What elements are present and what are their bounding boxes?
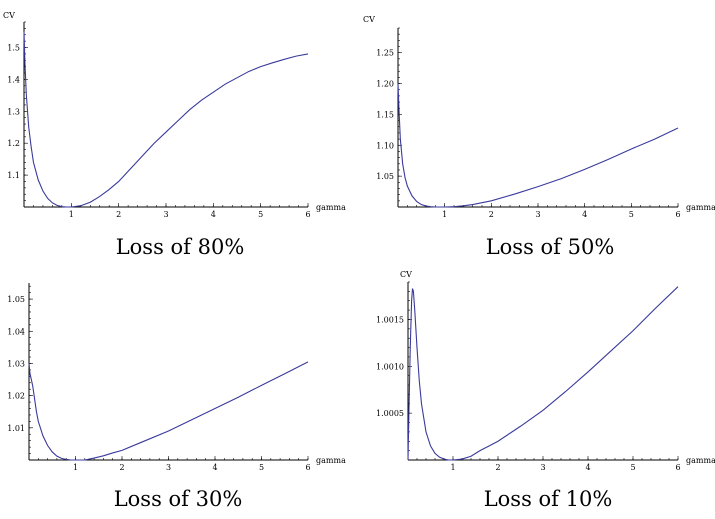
y-tick-label: 1.10 — [376, 141, 394, 150]
x-tick-label: 2 — [495, 463, 500, 472]
y-axis-title: CV — [363, 15, 375, 24]
series-line — [397, 83, 679, 208]
x-tick-label: 1 — [69, 210, 74, 219]
y-axis-title: CV — [3, 11, 15, 20]
x-tick-label: 4 — [212, 463, 217, 472]
y-tick-label: 1.1 — [7, 171, 20, 180]
panel-caption: Loss of 50% — [486, 235, 615, 259]
x-tick-label: 2 — [489, 210, 494, 219]
panel-caption: Loss of 80% — [116, 235, 245, 259]
y-tick-label: 1.03 — [7, 359, 25, 368]
x-tick-label: 5 — [259, 463, 264, 472]
y-tick-label: 1.2 — [7, 139, 20, 148]
x-tick-label: 1 — [442, 210, 447, 219]
y-tick-label: 1.02 — [7, 392, 25, 401]
panel-caption: Loss of 10% — [484, 487, 613, 511]
x-tick-label: 6 — [305, 210, 310, 219]
x-tick-label: 3 — [163, 210, 168, 219]
x-tick-label: 2 — [119, 463, 124, 472]
ticks: 1 2 3 4 5 6 1.05 1.10 1.15 1.20 1.25 — [376, 27, 681, 219]
x-tick-label: 1 — [73, 463, 78, 472]
chart-panel-1: CV gamma 1 2 3 4 5 6 1.1 1.2 1.3 1.4 1.5 Loss of 8… — [3, 11, 346, 259]
y-tick-label: 1.5 — [7, 44, 20, 53]
ticks: 1 2 3 4 5 6 1.0005 1.0010 1.0015 — [376, 281, 681, 472]
x-axis-title: gamma — [316, 456, 346, 465]
y-tick-label: 1.25 — [376, 49, 394, 58]
y-tick-label: 1.15 — [376, 110, 394, 119]
series-line — [407, 286, 679, 461]
panel-caption: Loss of 30% — [114, 487, 243, 511]
series-line — [23, 31, 309, 208]
x-tick-label: 4 — [211, 210, 216, 219]
chart-panel-4: CV gamma 1 2 3 4 5 6 1.0005 1.0010 1.0015 Loss o… — [376, 270, 715, 511]
y-tick-label: 1.04 — [7, 327, 25, 336]
y-tick-label: 1.05 — [7, 295, 25, 304]
x-tick-label: 4 — [582, 210, 587, 219]
x-axis-title: gamma — [316, 203, 346, 212]
x-axis-title: gamma — [686, 456, 715, 465]
x-tick-label: 5 — [629, 210, 634, 219]
y-tick-label: 1.0005 — [376, 409, 404, 418]
x-tick-label: 4 — [585, 463, 590, 472]
y-tick-label: 1.01 — [7, 424, 25, 433]
ticks: 1 2 3 4 5 6 1.1 1.2 1.3 1.4 1.5 — [7, 21, 311, 219]
x-tick-label: 3 — [540, 463, 545, 472]
x-tick-label: 1 — [450, 463, 455, 472]
y-tick-label: 1.0010 — [376, 362, 404, 371]
x-tick-label: 6 — [675, 463, 680, 472]
x-tick-label: 2 — [116, 210, 121, 219]
x-tick-label: 3 — [535, 210, 540, 219]
y-tick-label: 1.05 — [376, 172, 394, 181]
ticks: 1 2 3 4 5 6 1.01 1.02 1.03 1.04 1.05 — [7, 285, 311, 472]
y-tick-label: 1.20 — [376, 80, 394, 89]
x-tick-label: 5 — [630, 463, 635, 472]
x-tick-label: 3 — [166, 463, 171, 472]
series-line — [28, 361, 309, 461]
y-axis-title: CV — [400, 270, 412, 279]
chart-panel-3: gamma 1 2 3 4 5 6 1.01 1.02 1.03 1.04 1.05 Loss of… — [7, 283, 346, 511]
x-tick-label: 6 — [675, 210, 680, 219]
x-tick-label: 6 — [305, 463, 310, 472]
chart-panel-2: CV gamma 1 2 3 4 5 6 1.05 1.10 1.15 1.20 1.25 Loss… — [363, 15, 715, 259]
y-tick-label: 1.0015 — [376, 315, 404, 324]
x-tick-label: 5 — [258, 210, 263, 219]
y-tick-label: 1.4 — [7, 75, 20, 84]
x-axis-title: gamma — [686, 203, 715, 212]
y-tick-label: 1.3 — [7, 107, 20, 116]
